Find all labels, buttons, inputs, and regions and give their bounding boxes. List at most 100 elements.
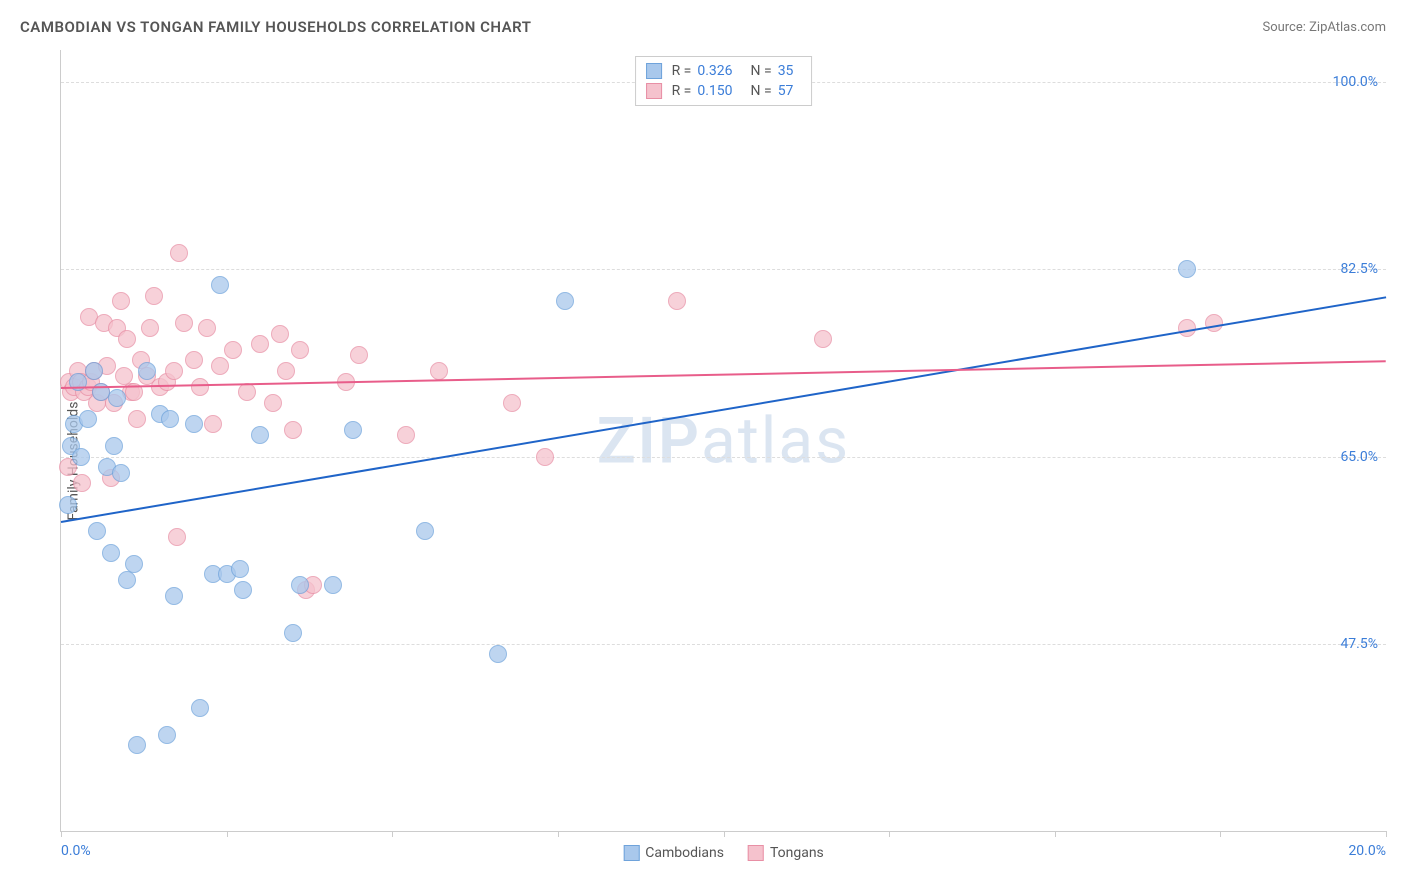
data-point: [158, 726, 176, 744]
legend-swatch: [748, 845, 764, 861]
data-point: [211, 276, 229, 294]
gridline: [61, 644, 1386, 645]
data-point: [251, 335, 269, 353]
data-point: [105, 437, 123, 455]
n-label: N =: [751, 63, 772, 79]
trend-line: [61, 296, 1386, 523]
data-point: [291, 341, 309, 359]
chart-container: Family Households ZIPatlas R =0.326N =35…: [20, 50, 1386, 872]
data-point: [277, 362, 295, 380]
data-point: [88, 522, 106, 540]
watermark-light: atlas: [701, 403, 850, 478]
data-point: [430, 362, 448, 380]
watermark: ZIPatlas: [597, 403, 850, 478]
data-point: [416, 522, 434, 540]
data-point: [198, 319, 216, 337]
data-point: [211, 357, 229, 375]
data-point: [324, 576, 342, 594]
data-point: [108, 389, 126, 407]
chart-title: CAMBODIAN VS TONGAN FAMILY HOUSEHOLDS CO…: [20, 18, 531, 36]
data-point: [170, 244, 188, 262]
r-value: 0.326: [697, 63, 732, 79]
data-point: [191, 378, 209, 396]
data-point: [72, 448, 90, 466]
data-point: [141, 319, 159, 337]
plot-area: ZIPatlas R =0.326N =35R =0.150N =57 Camb…: [60, 50, 1386, 832]
y-tick-label: 100.0%: [1333, 74, 1378, 90]
data-point: [668, 292, 686, 310]
source-prefix: Source:: [1262, 20, 1309, 35]
data-point: [165, 362, 183, 380]
data-point: [556, 292, 574, 310]
correlation-legend: R = 0.326 N = 35 R = 0.150 N = 57: [635, 56, 813, 106]
legend-swatch: [646, 63, 662, 79]
legend-swatch: [646, 83, 662, 99]
data-point: [344, 421, 362, 439]
data-point: [112, 464, 130, 482]
data-point: [145, 287, 163, 305]
x-tick: [1386, 831, 1387, 837]
data-point: [168, 528, 186, 546]
data-point: [1205, 314, 1223, 332]
data-point: [185, 415, 203, 433]
r-label: R =: [672, 63, 692, 79]
x-tick: [392, 831, 393, 837]
data-point: [185, 351, 203, 369]
data-point: [397, 426, 415, 444]
data-point: [284, 421, 302, 439]
data-point: [251, 426, 269, 444]
data-point: [536, 448, 554, 466]
legend-stat-row: R = 0.150 N = 57: [646, 81, 802, 101]
source-attribution: Source: ZipAtlas.com: [1262, 20, 1386, 35]
x-tick: [558, 831, 559, 837]
data-point: [165, 587, 183, 605]
data-point: [138, 362, 156, 380]
data-point: [125, 555, 143, 573]
x-tick: [889, 831, 890, 837]
data-point: [1178, 260, 1196, 278]
data-point: [231, 560, 249, 578]
x-tick: [61, 831, 62, 837]
legend-series-name: Tongans: [770, 845, 824, 861]
data-point: [128, 736, 146, 754]
source-name: ZipAtlas.com: [1309, 20, 1386, 35]
n-value: 35: [778, 63, 794, 79]
x-tick: [227, 831, 228, 837]
y-tick-label: 47.5%: [1340, 636, 1378, 652]
x-tick-label: 20.0%: [1348, 843, 1386, 859]
data-point: [118, 571, 136, 589]
trend-line: [61, 360, 1386, 389]
data-point: [85, 362, 103, 380]
gridline: [61, 457, 1386, 458]
data-point: [503, 394, 521, 412]
data-point: [489, 645, 507, 663]
data-point: [350, 346, 368, 364]
data-point: [238, 383, 256, 401]
legend-swatch: [623, 845, 639, 861]
y-tick-label: 65.0%: [1340, 449, 1378, 465]
data-point: [73, 474, 91, 492]
r-label: R =: [672, 83, 692, 99]
data-point: [59, 496, 77, 514]
data-point: [224, 341, 242, 359]
data-point: [291, 576, 309, 594]
r-value: 0.150: [697, 83, 732, 99]
data-point: [112, 292, 130, 310]
data-point: [161, 410, 179, 428]
legend-item: Tongans: [748, 845, 824, 861]
x-tick: [724, 831, 725, 837]
n-value: 57: [778, 83, 794, 99]
n-label: N =: [751, 83, 772, 99]
legend-series-name: Cambodians: [645, 845, 724, 861]
data-point: [175, 314, 193, 332]
x-tick: [1055, 831, 1056, 837]
legend-item: Cambodians: [623, 845, 724, 861]
data-point: [79, 410, 97, 428]
data-point: [271, 325, 289, 343]
data-point: [264, 394, 282, 412]
data-point: [102, 544, 120, 562]
data-point: [128, 410, 146, 428]
data-point: [118, 330, 136, 348]
data-point: [284, 624, 302, 642]
data-point: [204, 415, 222, 433]
